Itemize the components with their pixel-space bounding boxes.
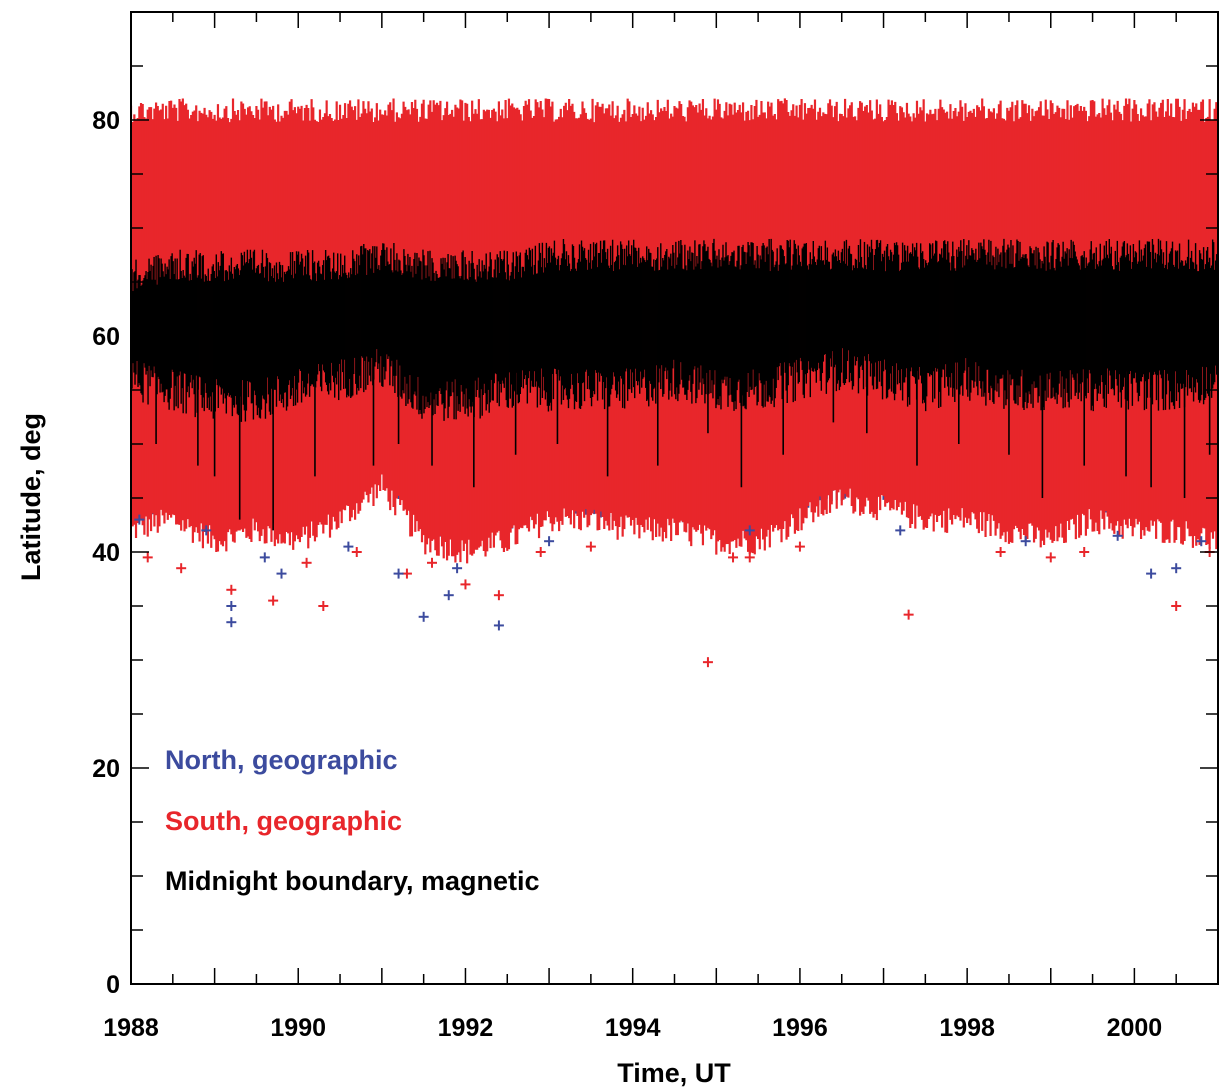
north-outlier-point <box>1020 536 1031 547</box>
x-axis-label: Time, UT <box>617 1058 731 1088</box>
y-tick-label: 80 <box>92 107 120 135</box>
south-outlier-point <box>142 552 153 563</box>
north-outlier-point <box>443 590 454 601</box>
south-outlier-point <box>401 568 412 579</box>
y-tick-label: 60 <box>92 323 120 351</box>
south-outlier-point <box>794 541 805 552</box>
north-outlier-point <box>544 536 555 547</box>
x-tick-label: 1998 <box>939 1014 995 1042</box>
north-outlier-point <box>226 617 237 628</box>
south-outlier-point <box>318 601 329 611</box>
y-tick-label: 20 <box>92 755 120 783</box>
x-tick-label: 1996 <box>772 1014 828 1042</box>
south-outlier-point <box>1171 601 1182 611</box>
south-outlier-point <box>903 609 914 620</box>
south-outlier-point <box>585 541 596 552</box>
north-outlier-point <box>276 568 287 579</box>
y-axis-label: Latitude, deg <box>16 413 46 581</box>
south-outlier-point <box>301 557 312 568</box>
south-outlier-point <box>460 579 471 590</box>
north-outlier-point <box>1112 530 1123 541</box>
legend-south: South, geographic <box>165 806 402 836</box>
south-outlier-point <box>728 552 739 563</box>
north-outlier-point <box>744 525 755 536</box>
legend: North, geographic South, geographic Midn… <box>165 745 540 896</box>
north-outlier-point <box>201 525 212 536</box>
north-outlier-point <box>226 601 237 611</box>
north-outlier-point <box>1171 563 1182 574</box>
south-outlier-point <box>493 590 504 601</box>
x-tick-label: 1990 <box>270 1014 326 1042</box>
north-outlier-point <box>493 620 504 631</box>
south-outlier-point <box>226 584 237 595</box>
south-outlier-point <box>702 657 713 668</box>
north-outlier-point <box>343 541 354 552</box>
legend-midnight: Midnight boundary, magnetic <box>165 866 540 896</box>
south-outlier-point <box>427 557 438 568</box>
north-outlier-point <box>1196 536 1207 547</box>
x-tick-label: 2000 <box>1107 1014 1163 1042</box>
south-outlier-point <box>1045 552 1056 563</box>
north-outlier-point <box>895 525 906 536</box>
y-tick-label: 0 <box>106 971 120 999</box>
north-outlier-point <box>259 552 270 563</box>
axis-tick-labels: 1988 1990 1992 1994 1996 1998 2000 0 20 40 60 80 <box>92 107 1162 1042</box>
south-outlier-point <box>535 547 546 557</box>
midnight-boundary-series <box>131 238 1218 531</box>
south-outlier-point <box>176 563 187 574</box>
south-outlier-point <box>351 547 362 557</box>
south-outlier-point <box>744 552 755 563</box>
y-tick-label: 40 <box>92 539 120 567</box>
north-outlier-point <box>1146 568 1157 579</box>
north-outlier-point <box>393 568 404 579</box>
north-outlier-point <box>418 611 429 622</box>
x-tick-label: 1994 <box>605 1014 661 1042</box>
south-outlier-point <box>995 547 1006 557</box>
outlier-points <box>134 514 1215 668</box>
x-tick-label: 1992 <box>438 1014 494 1042</box>
axis-ticks <box>130 11 1219 985</box>
south-outlier-point <box>1079 547 1090 557</box>
north-outlier-point <box>452 563 463 574</box>
x-tick-label: 1988 <box>103 1014 159 1042</box>
north-outlier-point <box>134 514 145 525</box>
south-outlier-point <box>268 595 279 606</box>
legend-north: North, geographic <box>165 745 398 775</box>
